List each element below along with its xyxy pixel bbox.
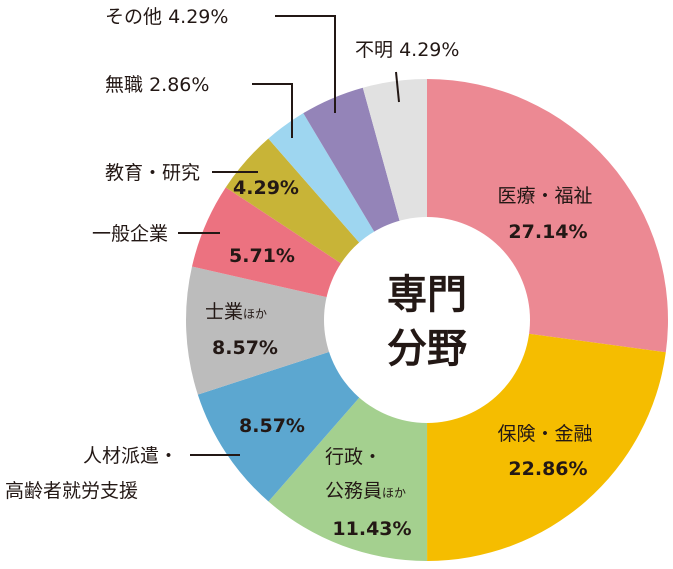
- slice-label-staffing-1: 人材派遣・: [83, 445, 178, 467]
- donut-slice-4: [185, 266, 332, 395]
- center-label-line2: 分野: [387, 326, 467, 372]
- donut-slice-5: [192, 187, 344, 298]
- donut-slice-3: [197, 350, 362, 502]
- data-label-professional: 8.57%: [212, 337, 278, 359]
- slice-label-insurance: 保険・金融: [497, 423, 592, 445]
- donut-slice-2: [268, 395, 428, 561]
- donut-slice-6: [225, 138, 362, 265]
- label-suffix: ほか: [382, 486, 406, 500]
- leader-line-unemployed: [252, 83, 293, 138]
- slice-label-other: その他 4.29%: [105, 6, 228, 28]
- slice-label-company: 一般企業: [92, 223, 168, 245]
- slice-label-education: 教育・研究: [105, 162, 200, 184]
- donut-slice-9: [362, 79, 427, 224]
- data-label-unknown: 4.29%: [399, 39, 459, 61]
- donut-slice-7: [268, 113, 376, 245]
- slice-label-unemployed: 無職 2.86%: [105, 74, 209, 96]
- slice-label-professional: 士業ほか: [205, 301, 267, 323]
- label-text: 公務員: [325, 480, 382, 502]
- donut-slice-1: [427, 333, 666, 561]
- slice-label-staffing-2: 高齢者就労支援: [5, 480, 138, 502]
- data-label-other: 4.29%: [168, 6, 228, 28]
- data-label-staffing: 8.57%: [239, 415, 305, 437]
- slice-label-medical: 医療・福祉: [497, 185, 592, 207]
- data-label-insurance: 22.86%: [508, 458, 587, 480]
- donut-hole: [324, 217, 530, 423]
- data-label-company: 5.71%: [229, 245, 295, 267]
- label-text: 不明: [355, 39, 393, 61]
- leader-line-other: [275, 15, 336, 113]
- data-label-medical: 27.14%: [508, 221, 587, 243]
- label-text: 無職: [105, 74, 143, 96]
- label-text: 士業: [205, 301, 243, 323]
- donut-slice-8: [303, 87, 401, 235]
- label-suffix: ほか: [243, 307, 267, 321]
- slice-label-government-1: 行政・: [325, 446, 382, 468]
- slice-label-government-2: 公務員ほか: [325, 480, 406, 502]
- data-label-education: 4.29%: [233, 177, 299, 199]
- label-text: その他: [105, 6, 162, 28]
- leader-line-unknown: [395, 71, 400, 103]
- data-label-government: 11.43%: [332, 518, 411, 540]
- donut-slice-0: [427, 79, 668, 353]
- data-label-unemployed: 2.86%: [149, 74, 209, 96]
- slice-label-unknown: 不明 4.29%: [355, 39, 459, 61]
- center-label-line1: 専門: [387, 272, 467, 318]
